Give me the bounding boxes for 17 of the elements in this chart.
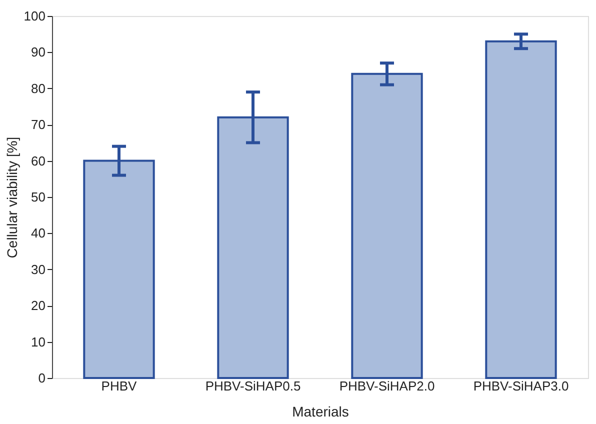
y-axis-title: Cellular viability [%] xyxy=(4,136,20,258)
y-tick-label: 80 xyxy=(31,80,46,96)
y-tick-label: 10 xyxy=(31,334,46,350)
y-tick-label: 60 xyxy=(31,153,46,168)
y-tick-label: 50 xyxy=(31,190,46,204)
y-tick-label: 0 xyxy=(38,370,46,386)
y-tick-label: 90 xyxy=(31,44,46,60)
x-tick-label: PHBV-SiHAP3.0 xyxy=(473,378,569,394)
x-tick-label: PHBV xyxy=(101,378,138,394)
y-tick-label: 30 xyxy=(31,262,46,277)
x-tick-label: PHBV-SiHAP0.5 xyxy=(205,378,301,394)
y-tick-label: 40 xyxy=(31,226,46,241)
y-tick-label: 100 xyxy=(24,8,46,24)
x-tick-label: PHBV-SiHAP2.0 xyxy=(339,378,435,394)
x-axis-title: Materials xyxy=(292,404,349,420)
y-tick-label: 70 xyxy=(31,117,46,132)
y-tick-label: 20 xyxy=(31,298,46,314)
